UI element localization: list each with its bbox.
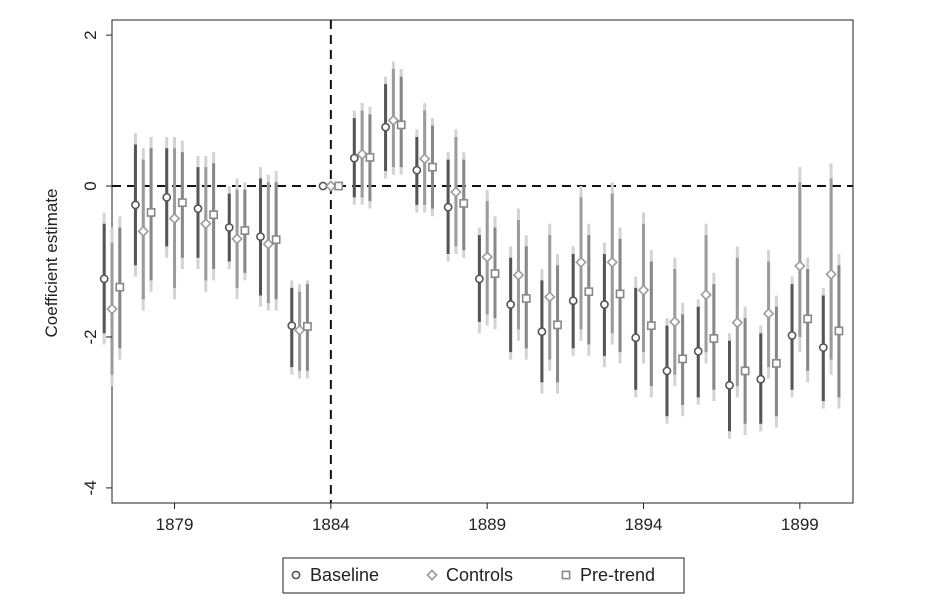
legend-controls-label: Controls [446,565,513,585]
controls-point [543,291,556,303]
point-estimates [99,114,844,390]
baseline-point [193,204,203,214]
legend-controls-marker [426,569,438,581]
pre-trend-point [428,162,437,172]
pre-trend-point [334,181,344,191]
controls-point [700,288,712,301]
baseline-point [381,122,390,132]
pre-trend-point [396,120,406,130]
pre-trend-point [678,354,688,364]
pre-trend-point [834,326,844,336]
pre-trend-point [709,334,719,343]
controls-point [731,316,744,329]
pre-trend-point [584,287,594,297]
pre-trend-point [615,289,625,299]
controls-point [669,316,681,328]
baseline-point [131,200,140,210]
pre-trend-point [553,320,562,330]
controls-point [200,218,212,230]
controls-point [231,233,243,245]
reference-lines [112,20,853,503]
legend-box [282,557,685,594]
y-axis-title: Coefficient estimate [42,189,61,338]
x-tick-label: 1889 [468,515,506,534]
baseline-point [631,333,641,343]
baseline-point [568,296,578,306]
x-axis: 1879 1884 1889 1894 1899 [156,503,819,534]
y-tick-label: -4 [81,480,100,495]
x-tick-label: 1894 [625,515,663,534]
pre-trend-point [365,152,375,162]
legend-pre-trend-label: Pre-trend [580,565,655,585]
baseline-point [349,153,359,163]
y-tick-label: 0 [81,181,100,190]
baseline-point [412,165,422,175]
controls-point [418,153,431,165]
pre-trend-point [740,366,750,376]
baseline-point [224,223,234,232]
baseline-point [662,366,672,376]
pre-trend-point [490,269,500,278]
pre-trend-point [459,198,469,208]
controls-point [825,268,837,281]
baseline-point [506,300,516,309]
baseline-point [693,346,703,356]
pre-trend-point [209,210,219,220]
controls-point [106,303,118,315]
controls-point [794,260,806,272]
baseline-point [600,300,609,309]
legend-baseline-marker [291,570,301,580]
baseline-point [756,374,766,384]
baseline-point [537,327,547,337]
controls-point [262,238,275,250]
controls-point [387,114,400,127]
x-tick-label: 1879 [156,515,194,534]
controls-point [356,148,368,161]
pre-trend-point [803,314,813,324]
y-tick-label: -2 [81,329,100,344]
controls-point [762,307,775,320]
pre-trend-point [521,294,531,303]
controls-point [293,324,306,336]
controls-point [606,256,618,268]
controls-point [450,186,462,198]
baseline-point [287,321,297,331]
plot-area-frame [111,19,854,504]
baseline-point [725,380,734,390]
baseline-point [162,192,172,202]
baseline-point [443,202,453,212]
controls-point [637,284,650,296]
pre-trend-point [271,235,281,245]
legend: Baseline Controls Pre-trend [282,557,685,594]
legend-pre-trend-marker [561,570,571,580]
controls-point [137,225,149,238]
baseline-point [474,274,484,284]
pre-trend-point [646,321,656,331]
pre-trend-point [240,226,250,235]
x-tick-label: 1899 [781,515,819,534]
pre-trend-point [146,208,156,217]
baseline-point [99,274,109,284]
controls-point [481,251,493,263]
legend-baseline-label: Baseline [310,565,379,585]
controls-point [168,212,181,225]
y-axis: 2 0 -2 -4 [81,30,112,495]
pre-trend-point [115,282,125,292]
controls-point [575,256,587,268]
pre-trend-point [771,358,781,368]
controls-point [512,269,525,281]
baseline-point [818,343,828,352]
y-tick-label: 2 [81,30,100,39]
baseline-point [256,232,265,241]
pre-trend-point [303,322,312,331]
baseline-point [787,331,797,340]
controls-point [325,180,337,192]
x-tick-label: 1884 [312,515,350,534]
pre-trend-point [177,198,187,208]
